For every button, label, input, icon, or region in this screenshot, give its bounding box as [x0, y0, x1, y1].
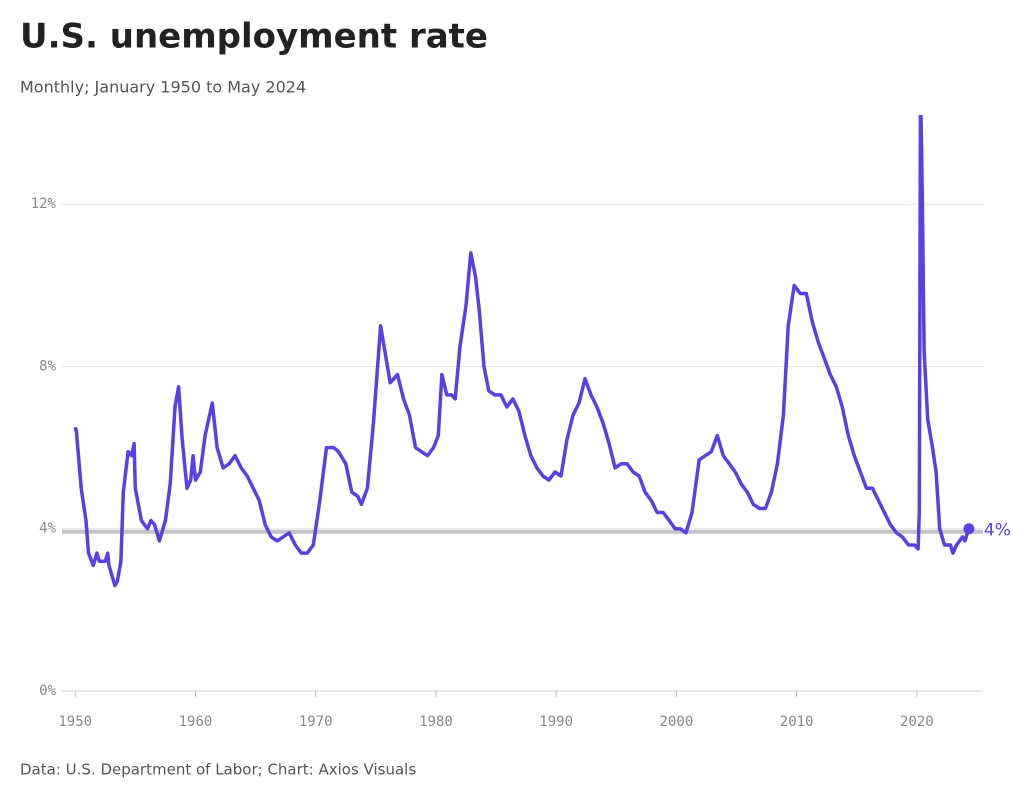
x-tick-label: 2010	[780, 714, 814, 730]
x-tick-label: 1970	[299, 714, 333, 730]
x-tick-label: 2020	[900, 714, 934, 730]
chart-subtitle: Monthly; January 1950 to May 2024	[20, 78, 306, 97]
line	[73, 115, 971, 588]
x-tick-label: 1980	[419, 714, 453, 730]
y-tick-label: 8%	[39, 358, 56, 374]
x-tick-label: 1960	[179, 714, 213, 730]
chart-title: U.S. unemployment rate	[20, 17, 488, 57]
x-tick-label: 2000	[660, 714, 694, 730]
x-tick-label: 1990	[539, 714, 573, 730]
y-tick-label: 12%	[31, 196, 57, 212]
source: Data: U.S. Department of Labor; Chart: A…	[20, 761, 416, 779]
end-label: 4%	[984, 521, 1011, 541]
end-point	[963, 523, 975, 535]
x-tick-label: 1950	[58, 714, 92, 730]
y-tick-label: 4%	[39, 521, 56, 537]
y-tick-label: 0%	[39, 683, 56, 699]
